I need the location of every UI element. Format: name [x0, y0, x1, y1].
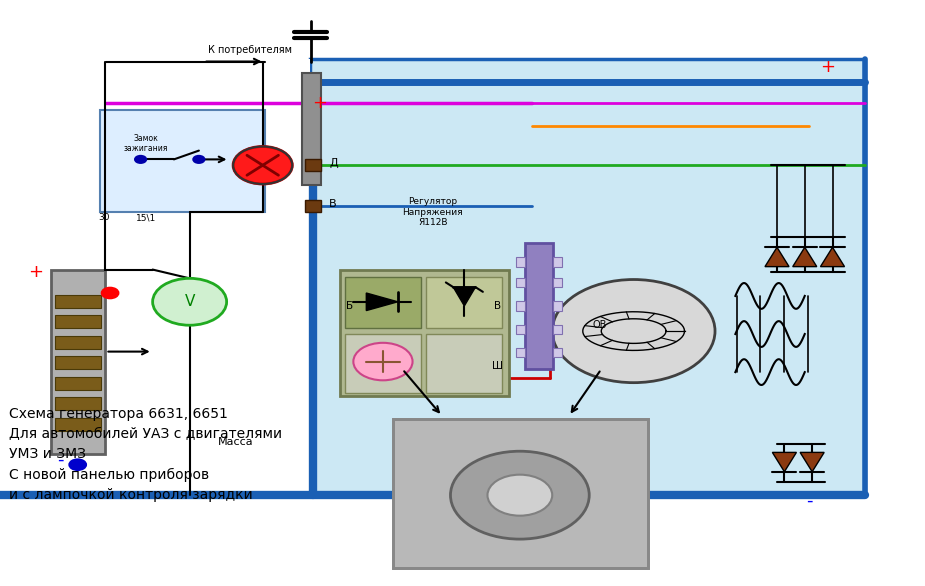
- Bar: [55, 315, 101, 328]
- Text: Регулятор
Напряжения
Я112В: Регулятор Напряжения Я112В: [402, 197, 463, 227]
- Bar: [516, 278, 525, 287]
- Text: 15\1: 15\1: [136, 213, 156, 223]
- Bar: [100, 110, 265, 212]
- Text: ОВ: ОВ: [592, 320, 607, 331]
- Bar: [345, 277, 421, 328]
- Bar: [55, 418, 101, 431]
- Polygon shape: [765, 247, 789, 267]
- Bar: [345, 334, 421, 393]
- Circle shape: [450, 451, 589, 539]
- Text: -: -: [56, 451, 64, 469]
- Bar: [55, 356, 101, 369]
- Bar: [55, 295, 101, 308]
- Circle shape: [69, 459, 86, 470]
- Text: Масса: Масса: [218, 437, 253, 448]
- Bar: [516, 325, 525, 334]
- Circle shape: [135, 156, 146, 163]
- Bar: [426, 334, 502, 393]
- Bar: [340, 270, 509, 396]
- Polygon shape: [366, 293, 398, 311]
- Circle shape: [233, 146, 292, 184]
- Bar: [553, 348, 562, 357]
- Bar: [393, 419, 648, 568]
- Bar: [426, 277, 502, 328]
- Bar: [305, 200, 321, 212]
- Circle shape: [552, 280, 715, 383]
- Bar: [516, 301, 525, 311]
- Bar: [310, 59, 865, 495]
- Polygon shape: [820, 247, 845, 267]
- Text: +: +: [312, 94, 327, 111]
- Text: V: V: [184, 294, 195, 309]
- Text: К потребителям: К потребителям: [208, 45, 291, 55]
- Bar: [553, 257, 562, 267]
- Bar: [553, 278, 562, 287]
- Text: В: В: [329, 199, 337, 209]
- Polygon shape: [453, 287, 475, 306]
- Text: Б: Б: [346, 301, 353, 311]
- Text: -: -: [806, 492, 813, 510]
- Bar: [525, 243, 553, 369]
- Bar: [55, 377, 101, 390]
- Text: 30: 30: [98, 213, 109, 223]
- Circle shape: [487, 475, 552, 516]
- Text: Замок
зажигания: Замок зажигания: [124, 134, 168, 154]
- Bar: [0, 59, 310, 495]
- Circle shape: [193, 156, 204, 163]
- Text: Схема генератора 6631, 6651
Для автомобилей УАЗ с двигателями
УМЗ и ЗМЗ
С новой : Схема генератора 6631, 6651 Для автомоби…: [9, 407, 282, 502]
- Text: +: +: [28, 264, 43, 281]
- Polygon shape: [772, 452, 796, 472]
- Text: В: В: [494, 301, 501, 311]
- Bar: [553, 301, 562, 311]
- Polygon shape: [800, 452, 824, 472]
- Bar: [302, 73, 321, 185]
- Bar: [393, 419, 648, 568]
- Bar: [55, 336, 101, 349]
- Bar: [516, 257, 525, 267]
- Text: Ш: Ш: [492, 361, 503, 372]
- Text: +: +: [820, 59, 835, 76]
- Text: Д: Д: [329, 158, 338, 168]
- Circle shape: [102, 288, 118, 298]
- Bar: [55, 397, 101, 410]
- Bar: [516, 348, 525, 357]
- Circle shape: [353, 343, 413, 380]
- Circle shape: [153, 278, 227, 325]
- Bar: [553, 325, 562, 334]
- Bar: [305, 159, 321, 171]
- Bar: [51, 270, 105, 454]
- Polygon shape: [793, 247, 817, 267]
